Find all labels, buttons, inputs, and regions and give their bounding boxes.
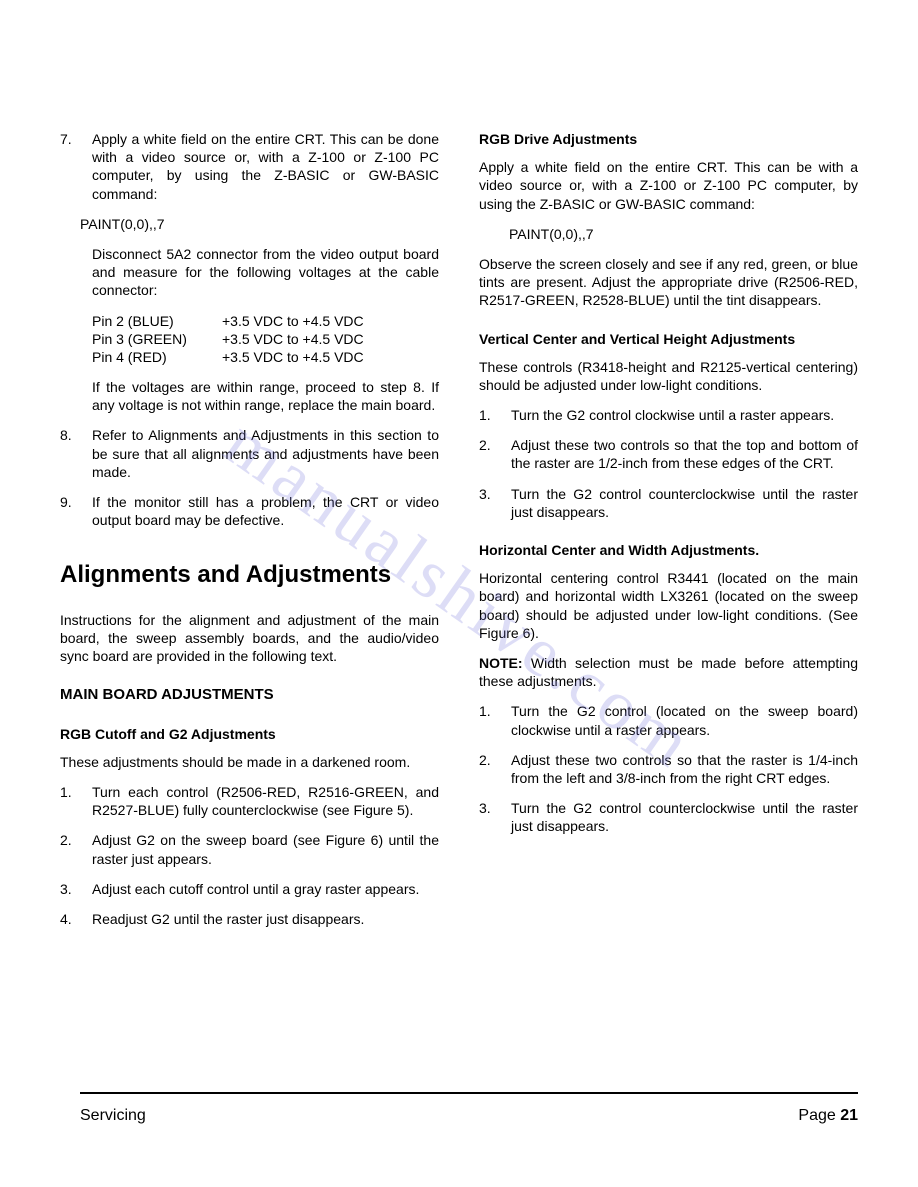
list-item: 1. Turn the G2 control clockwise until a… [479, 406, 858, 424]
page-footer: Servicing Page 21 [80, 1092, 858, 1127]
list-item: 7. Apply a white field on the entire CRT… [60, 130, 439, 203]
page-label: Page [798, 1107, 840, 1124]
footer-page: Page 21 [798, 1106, 858, 1127]
item-text: Adjust these two controls so that the to… [511, 436, 858, 472]
pin-value: +3.5 VDC to +4.5 VDC [222, 330, 364, 348]
item-number: 2. [479, 436, 511, 472]
paragraph: These controls (R3418-height and R2125-v… [479, 358, 858, 394]
item-text: Turn the G2 control clockwise until a ra… [511, 406, 858, 424]
item-text: Turn the G2 control (located on the swee… [511, 702, 858, 738]
list-item: 2. Adjust these two controls so that the… [479, 751, 858, 787]
list-item: 1. Turn the G2 control (located on the s… [479, 702, 858, 738]
item-number: 3. [479, 799, 511, 835]
item-text: Readjust G2 until the raster just disapp… [92, 910, 439, 928]
item-number: 8. [60, 426, 92, 481]
item-text: Turn the G2 control counterclockwise unt… [511, 799, 858, 835]
list-item: 3. Turn the G2 control counterclockwise … [479, 799, 858, 835]
table-row: Pin 4 (RED) +3.5 VDC to +4.5 VDC [92, 348, 439, 366]
paragraph: Apply a white field on the entire CRT. T… [479, 158, 858, 213]
note-label: NOTE: [479, 655, 523, 671]
item-text: Refer to Alignments and Adjustments in t… [92, 426, 439, 481]
paragraph: Horizontal centering control R3441 (loca… [479, 569, 858, 642]
item-number: 2. [60, 831, 92, 867]
item-number: 1. [60, 783, 92, 819]
pin-label: Pin 2 (BLUE) [92, 312, 222, 330]
code-line: PAINT(0,0),,7 [509, 225, 858, 243]
pin-label: Pin 3 (GREEN) [92, 330, 222, 348]
pin-label: Pin 4 (RED) [92, 348, 222, 366]
left-column: 7. Apply a white field on the entire CRT… [60, 130, 439, 940]
item-number: 4. [60, 910, 92, 928]
list-item: 2. Adjust G2 on the sweep board (see Fig… [60, 831, 439, 867]
item-text: Turn the G2 control counterclockwise unt… [511, 485, 858, 521]
paragraph: These adjustments should be made in a da… [60, 753, 439, 771]
note-text: Width selection must be made before atte… [479, 655, 858, 689]
item-text: Adjust G2 on the sweep board (see Figure… [92, 831, 439, 867]
two-column-layout: 7. Apply a white field on the entire CRT… [60, 130, 858, 940]
list-item: 4. Readjust G2 until the raster just dis… [60, 910, 439, 928]
list-item: 2. Adjust these two controls so that the… [479, 436, 858, 472]
subsection-heading: RGB Cutoff and G2 Adjustments [60, 725, 439, 743]
list-item: 3. Turn the G2 control counterclockwise … [479, 485, 858, 521]
list-item: 1. Turn each control (R2506-RED, R2516-G… [60, 783, 439, 819]
subsection-heading: RGB Drive Adjustments [479, 130, 858, 148]
note-paragraph: NOTE: Width selection must be made befor… [479, 654, 858, 690]
item-number: 1. [479, 406, 511, 424]
right-column: RGB Drive Adjustments Apply a white fiel… [479, 130, 858, 940]
subsection-heading: Vertical Center and Vertical Height Adju… [479, 330, 858, 348]
list-item: 9. If the monitor still has a problem, t… [60, 493, 439, 529]
item-text: If the monitor still has a problem, the … [92, 493, 439, 529]
document-page: manualshive.com 7. Apply a white field o… [0, 0, 918, 1187]
item-number: 1. [479, 702, 511, 738]
paragraph: Instructions for the alignment and adjus… [60, 611, 439, 666]
subsection-heading: MAIN BOARD ADJUSTMENTS [60, 685, 439, 705]
item-number: 7. [60, 130, 92, 203]
item-text: Turn each control (R2506-RED, R2516-GREE… [92, 783, 439, 819]
code-line: PAINT(0,0),,7 [80, 215, 439, 233]
table-row: Pin 3 (GREEN) +3.5 VDC to +4.5 VDC [92, 330, 439, 348]
item-text: Adjust these two controls so that the ra… [511, 751, 858, 787]
item-text: Apply a white field on the entire CRT. T… [92, 130, 439, 203]
pin-voltage-table: Pin 2 (BLUE) +3.5 VDC to +4.5 VDC Pin 3 … [92, 312, 439, 367]
item-number: 2. [479, 751, 511, 787]
item-text: Adjust each cutoff control until a gray … [92, 880, 439, 898]
paragraph: If the voltages are within range, procee… [92, 378, 439, 414]
section-heading: Alignments and Adjustments [60, 559, 439, 590]
pin-value: +3.5 VDC to +4.5 VDC [222, 348, 364, 366]
item-number: 9. [60, 493, 92, 529]
subsection-heading: Horizontal Center and Width Adjustments. [479, 541, 858, 559]
item-number: 3. [479, 485, 511, 521]
paragraph: Observe the screen closely and see if an… [479, 255, 858, 310]
list-item: 8. Refer to Alignments and Adjustments i… [60, 426, 439, 481]
paragraph: Disconnect 5A2 connector from the video … [92, 245, 439, 300]
item-number: 3. [60, 880, 92, 898]
pin-value: +3.5 VDC to +4.5 VDC [222, 312, 364, 330]
table-row: Pin 2 (BLUE) +3.5 VDC to +4.5 VDC [92, 312, 439, 330]
page-number: 21 [840, 1107, 858, 1124]
list-item: 3. Adjust each cutoff control until a gr… [60, 880, 439, 898]
footer-section-label: Servicing [80, 1106, 146, 1127]
